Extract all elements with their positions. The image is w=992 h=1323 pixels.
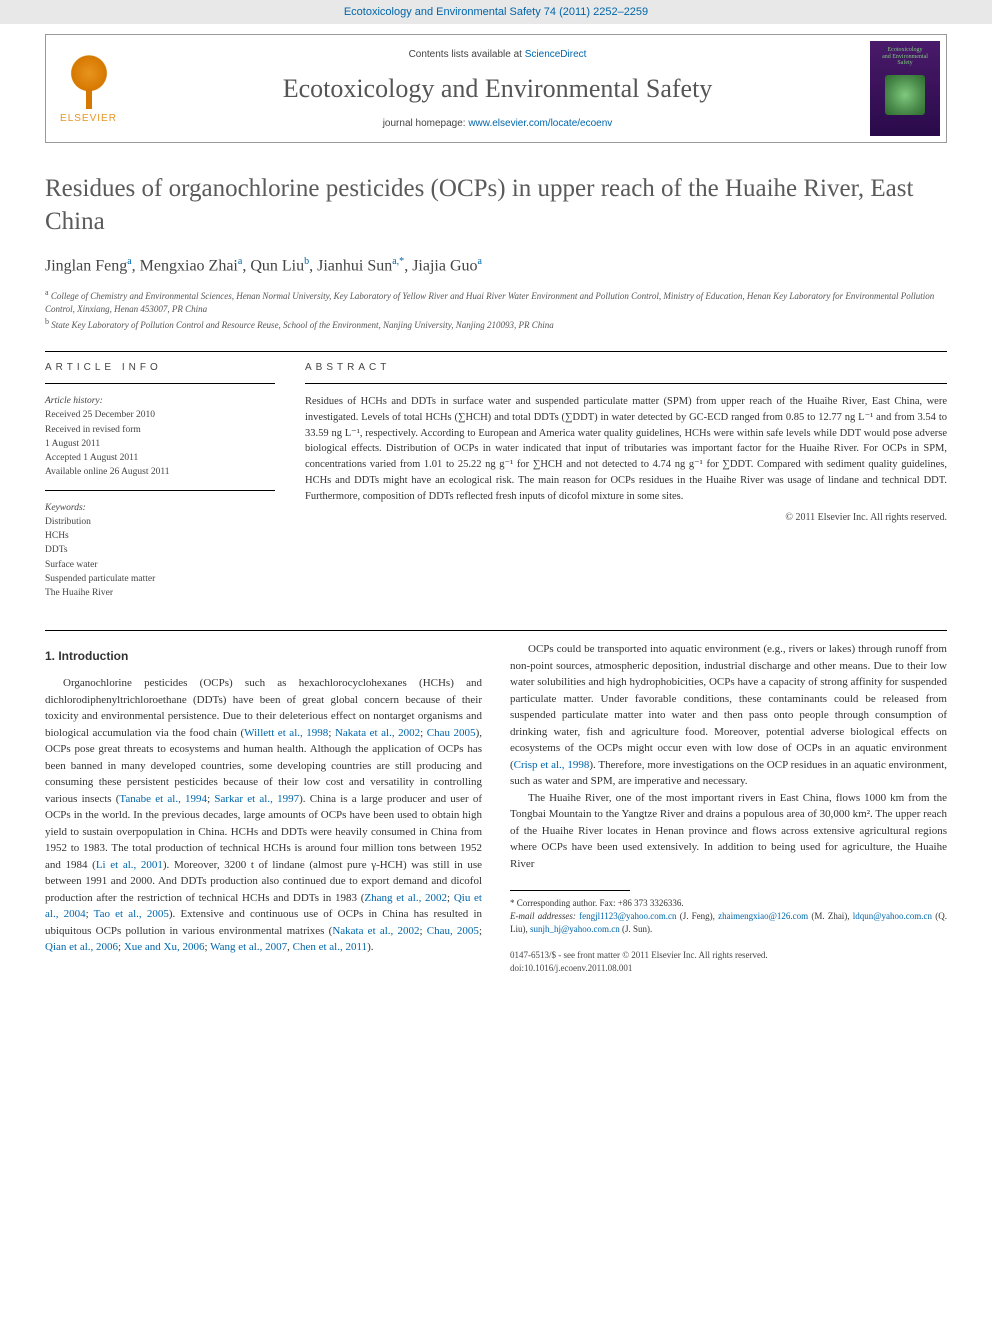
elsevier-tree-icon xyxy=(64,54,114,109)
email-link[interactable]: fengjl1123@yahoo.com.cn xyxy=(579,911,676,921)
cite-nakata-2002[interactable]: Nakata et al., 2002 xyxy=(335,727,420,739)
affiliations: a College of Chemistry and Environmental… xyxy=(45,287,947,331)
keyword-line: Surface water xyxy=(45,558,275,572)
intro-paragraph-2: OCPs could be transported into aquatic e… xyxy=(510,641,947,790)
cover-image-icon xyxy=(885,75,925,115)
email-who: (J. Sun). xyxy=(620,924,653,934)
history-line: 1 August 2011 xyxy=(45,437,275,451)
journal-header-box: ELSEVIER Contents lists available at Sci… xyxy=(45,34,947,143)
keyword-line: Distribution xyxy=(45,515,275,529)
cite-nakata-2002b[interactable]: Nakata et al., 2002 xyxy=(332,925,419,937)
keywords-heading: Keywords: xyxy=(45,501,275,515)
footnote-block: * Corresponding author. Fax: +86 373 332… xyxy=(510,890,947,935)
cite-chau-2005b[interactable]: Chau, 2005 xyxy=(427,925,479,937)
header-center: Contents lists available at ScienceDirec… xyxy=(131,37,864,141)
email-addresses: E-mail addresses: fengjl1123@yahoo.com.c… xyxy=(510,910,947,935)
divider-top xyxy=(45,351,947,352)
homepage-link[interactable]: www.elsevier.com/locate/ecoenv xyxy=(468,118,612,129)
abstract-column: abstract Residues of HCHs and DDTs in su… xyxy=(305,362,947,600)
email-link[interactable]: ldqun@yahoo.com.cn xyxy=(853,911,932,921)
doi-line: doi:10.1016/j.ecoenv.2011.08.001 xyxy=(510,962,947,975)
cite-tanabe-1994[interactable]: Tanabe et al., 1994 xyxy=(119,793,207,805)
article-info-label: article info xyxy=(45,362,275,373)
intro-paragraph-1: Organochlorine pesticides (OCPs) such as… xyxy=(45,675,482,956)
keyword-line: DDTs xyxy=(45,543,275,557)
info-abstract-row: article info Article history: Received 2… xyxy=(45,362,947,600)
cite-chau-2005[interactable]: Chau 2005 xyxy=(427,727,476,739)
divider-bottom xyxy=(45,630,947,631)
abstract-label: abstract xyxy=(305,362,947,373)
abstract-copyright: © 2011 Elsevier Inc. All rights reserved… xyxy=(305,512,947,523)
cite-xue-xu-2006[interactable]: Xue and Xu, 2006 xyxy=(124,941,205,953)
journal-cover-thumbnail: Ecotoxicology and Environmental Safety xyxy=(870,41,940,136)
history-line: Received in revised form xyxy=(45,423,275,437)
authors-line: Jinglan Fenga, Mengxiao Zhaia, Qun Liub,… xyxy=(45,256,947,275)
cite-chen-2011[interactable]: Chen et al., 2011 xyxy=(293,941,367,953)
sciencedirect-link[interactable]: ScienceDirect xyxy=(525,49,587,60)
cite-crisp-1998[interactable]: Crisp et al., 1998 xyxy=(514,759,590,771)
cover-text-3: Safety xyxy=(895,60,914,67)
article-info-column: article info Article history: Received 2… xyxy=(45,362,275,600)
intro-paragraph-3: The Huaihe River, one of the most import… xyxy=(510,790,947,873)
article-area: Residues of organochlorine pesticides (O… xyxy=(0,173,992,974)
cite-li-2001[interactable]: Li et al., 2001 xyxy=(96,859,163,871)
keywords-divider xyxy=(45,490,275,491)
article-title: Residues of organochlorine pesticides (O… xyxy=(45,173,947,238)
history-heading: Article history: xyxy=(45,394,275,408)
elsevier-logo: ELSEVIER xyxy=(46,39,131,139)
journal-citation-link[interactable]: Ecotoxicology and Environmental Safety 7… xyxy=(344,6,648,18)
email-link[interactable]: sunjh_hj@yahoo.com.cn xyxy=(530,924,620,934)
keyword-line: HCHs xyxy=(45,529,275,543)
affiliation-line: a College of Chemistry and Environmental… xyxy=(45,287,947,315)
abstract-text: Residues of HCHs and DDTs in surface wat… xyxy=(305,394,947,504)
front-matter-meta: 0147-6513/$ - see front matter © 2011 El… xyxy=(510,949,947,974)
history-line: Received 25 December 2010 xyxy=(45,408,275,422)
journal-citation-banner: Ecotoxicology and Environmental Safety 7… xyxy=(0,0,992,24)
email-who: (M. Zhai), xyxy=(808,911,853,921)
keyword-line: The Huaihe River xyxy=(45,586,275,600)
homepage-prefix: journal homepage: xyxy=(383,118,469,129)
keywords-block: Keywords: DistributionHCHsDDTsSurface wa… xyxy=(45,501,275,601)
cite-willett-1998[interactable]: Willett et al., 1998 xyxy=(244,727,328,739)
homepage-line: journal homepage: www.elsevier.com/locat… xyxy=(131,118,864,129)
affiliation-line: b State Key Laboratory of Pollution Cont… xyxy=(45,316,947,332)
keyword-line: Suspended particulate matter xyxy=(45,572,275,586)
email-who: (J. Feng), xyxy=(677,911,719,921)
cover-text-1: Ecotoxicology xyxy=(886,47,925,54)
cite-tao-2005[interactable]: Tao et al., 2005 xyxy=(94,908,169,920)
footnote-divider xyxy=(510,890,630,891)
body-two-column: 1. Introduction Organochlorine pesticide… xyxy=(45,641,947,974)
article-history-block: Article history: Received 25 December 20… xyxy=(45,394,275,480)
abstract-divider xyxy=(305,383,947,384)
journal-name: Ecotoxicology and Environmental Safety xyxy=(131,74,864,104)
history-line: Accepted 1 August 2011 xyxy=(45,451,275,465)
contents-line: Contents lists available at ScienceDirec… xyxy=(131,49,864,60)
contents-prefix: Contents lists available at xyxy=(409,49,525,60)
cite-zhang-2002[interactable]: Zhang et al., 2002 xyxy=(364,892,447,904)
email-link[interactable]: zhaimengxiao@126.com xyxy=(718,911,808,921)
cite-qian-2006[interactable]: Qian et al., 2006 xyxy=(45,941,118,953)
elsevier-label: ELSEVIER xyxy=(60,113,117,124)
corresponding-author-note: * Corresponding author. Fax: +86 373 332… xyxy=(510,897,947,910)
email-label: E-mail addresses: xyxy=(510,911,579,921)
info-divider xyxy=(45,383,275,384)
cite-wang-2007[interactable]: Wang et al., 2007 xyxy=(210,941,287,953)
cite-sarkar-1997[interactable]: Sarkar et al., 1997 xyxy=(214,793,299,805)
history-line: Available online 26 August 2011 xyxy=(45,465,275,479)
section-heading-1: 1. Introduction xyxy=(45,647,482,665)
front-matter-line: 0147-6513/$ - see front matter © 2011 El… xyxy=(510,949,947,962)
